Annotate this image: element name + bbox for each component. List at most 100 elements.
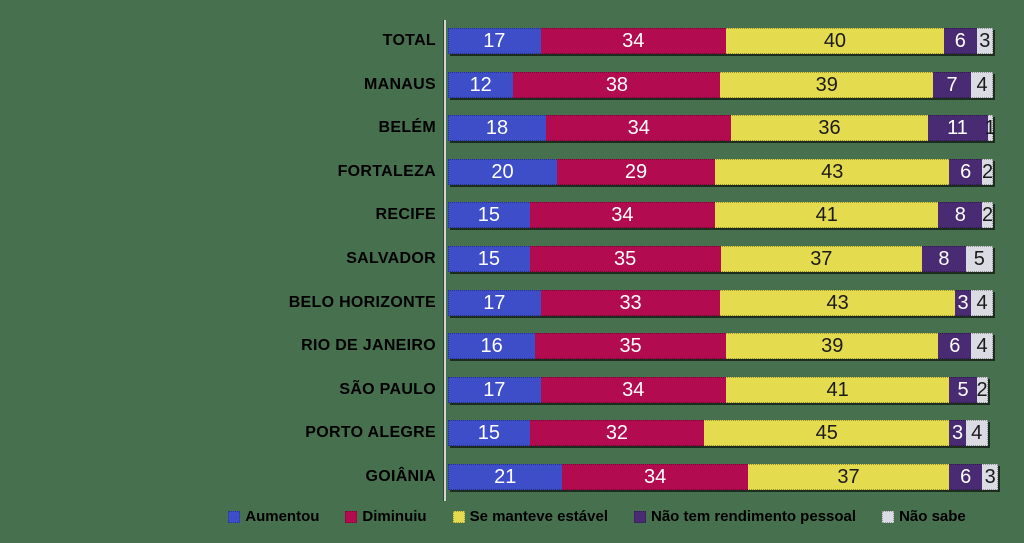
segment-value-label: 36 <box>818 117 841 140</box>
segment-value-label: 34 <box>627 117 650 140</box>
y-axis-line <box>444 20 446 501</box>
bar-segment: 15 <box>448 420 530 447</box>
segment-value-label: 18 <box>485 117 509 140</box>
segment-value-label: 5 <box>957 378 969 401</box>
segment-value-label: 34 <box>643 466 667 488</box>
legend-label: Se manteve estável <box>469 508 608 525</box>
bar-segment: 8 <box>922 246 966 272</box>
bar-segment: 15 <box>448 246 530 272</box>
segment-value-label: 16 <box>480 335 503 358</box>
bar-segment: 11 <box>927 115 988 142</box>
legend-swatch-icon <box>452 510 465 523</box>
bar-segment: 34 <box>546 115 732 142</box>
segment-value-label: 3 <box>952 422 964 445</box>
bar-segment: 45 <box>704 420 950 447</box>
segment-value-label: 41 <box>815 204 838 227</box>
bar-segment: 4 <box>971 71 993 98</box>
segment-value-label: 2 <box>981 204 994 227</box>
legend-swatch-icon <box>345 510 358 523</box>
bar-segment: 3 <box>954 289 972 316</box>
segment-value-label: 5 <box>973 248 985 270</box>
bar-segment: 4 <box>965 420 988 447</box>
segment-value-label: 4 <box>976 73 988 96</box>
bar-segment: 4 <box>971 289 993 316</box>
bar-row: 21 34 37 6 3 <box>448 464 999 490</box>
bar-segment: 39 <box>720 71 934 98</box>
bar-segment: 2 <box>981 158 994 185</box>
segment-value-label: 8 <box>938 248 950 270</box>
segment-value-label: 17 <box>483 378 506 401</box>
bar-row: 12 38 39 7 4 <box>448 71 993 98</box>
segment-value-label: 15 <box>477 204 500 227</box>
segment-value-label: 39 <box>821 335 844 358</box>
legend-item: Se manteve estável <box>452 508 608 525</box>
legend-swatch-icon <box>228 510 241 523</box>
segment-value-label: 17 <box>483 291 506 314</box>
category-label: TOTAL <box>382 32 436 49</box>
segment-value-label: 40 <box>823 30 847 52</box>
segment-value-label: 37 <box>837 466 860 488</box>
bar-segment: 3 <box>949 420 966 447</box>
segment-value-label: 15 <box>477 422 500 445</box>
bar-segment: 34 <box>529 202 716 229</box>
segment-value-label: 6 <box>949 335 961 358</box>
segment-value-label: 43 <box>826 291 849 314</box>
bar-segment: 5 <box>949 376 977 403</box>
bar-row: 17 34 41 5 2 <box>448 376 988 403</box>
bar-row: 15 32 45 3 4 <box>448 420 988 447</box>
bar-row: 16 35 39 6 4 <box>448 333 993 360</box>
bar-segment: 17 <box>448 28 541 54</box>
category-label: MANAUS <box>363 75 436 93</box>
segment-value-label: 2 <box>976 378 988 401</box>
segment-value-label: 12 <box>469 73 492 96</box>
bar-segment: 2 <box>981 202 994 229</box>
segment-value-label: 37 <box>810 248 833 270</box>
segment-value-label: 38 <box>605 73 629 96</box>
legend-swatch-icon <box>634 510 646 523</box>
category-label: SÃO PAULO <box>339 380 436 398</box>
bar-segment: 8 <box>938 202 983 229</box>
segment-value-label: 35 <box>614 248 637 270</box>
bar-segment: 36 <box>731 115 928 142</box>
legend-item: Não tem rendimento pessoal <box>634 508 856 525</box>
legend-item: Diminuiu <box>345 508 427 525</box>
bar-segment: 34 <box>562 464 748 490</box>
category-label: PORTO ALEGRE <box>305 424 436 442</box>
category-label: BELÉM <box>378 119 436 137</box>
bar-segment: 6 <box>938 333 972 360</box>
bar-row: 20 29 43 6 2 <box>448 158 994 185</box>
bar-segment: 35 <box>529 246 721 272</box>
bar-segment: 33 <box>540 289 721 316</box>
category-label: RECIFE <box>375 206 436 224</box>
bar-segment: 41 <box>725 376 950 403</box>
segment-value-label: 4 <box>971 422 983 445</box>
bar-segment: 37 <box>720 246 923 272</box>
bar-segment: 37 <box>747 464 950 490</box>
segment-value-label: 21 <box>494 466 517 488</box>
segment-value-label: 33 <box>619 291 642 314</box>
segment-value-label: 32 <box>605 422 629 445</box>
legend-swatch-icon <box>882 510 895 523</box>
segment-value-label: 2 <box>981 160 994 183</box>
segment-value-label: 35 <box>619 335 642 358</box>
bar-segment: 21 <box>448 464 563 490</box>
bar-segment: 40 <box>725 28 944 54</box>
bar-segment: 43 <box>715 158 950 185</box>
segment-value-label: 4 <box>976 291 988 314</box>
segment-value-label: 8 <box>954 204 966 227</box>
bar-segment: 5 <box>965 246 993 272</box>
bar-segment: 20 <box>448 158 557 185</box>
segment-value-label: 3 <box>957 291 969 314</box>
segment-value-label: 15 <box>477 248 500 270</box>
legend-label: Diminuiu <box>362 508 427 525</box>
segment-value-label: 34 <box>611 204 634 227</box>
bar-row: 15 35 37 8 5 <box>448 246 993 272</box>
bar-segment: 17 <box>448 289 541 316</box>
legend-item: Não sabe <box>882 508 966 525</box>
segment-value-label: 11 <box>947 117 968 140</box>
bar-segment: 18 <box>448 115 547 142</box>
bar-row: 17 33 43 3 4 <box>448 289 993 316</box>
segment-value-label: 6 <box>960 160 972 183</box>
bar-segment: 7 <box>933 71 972 98</box>
